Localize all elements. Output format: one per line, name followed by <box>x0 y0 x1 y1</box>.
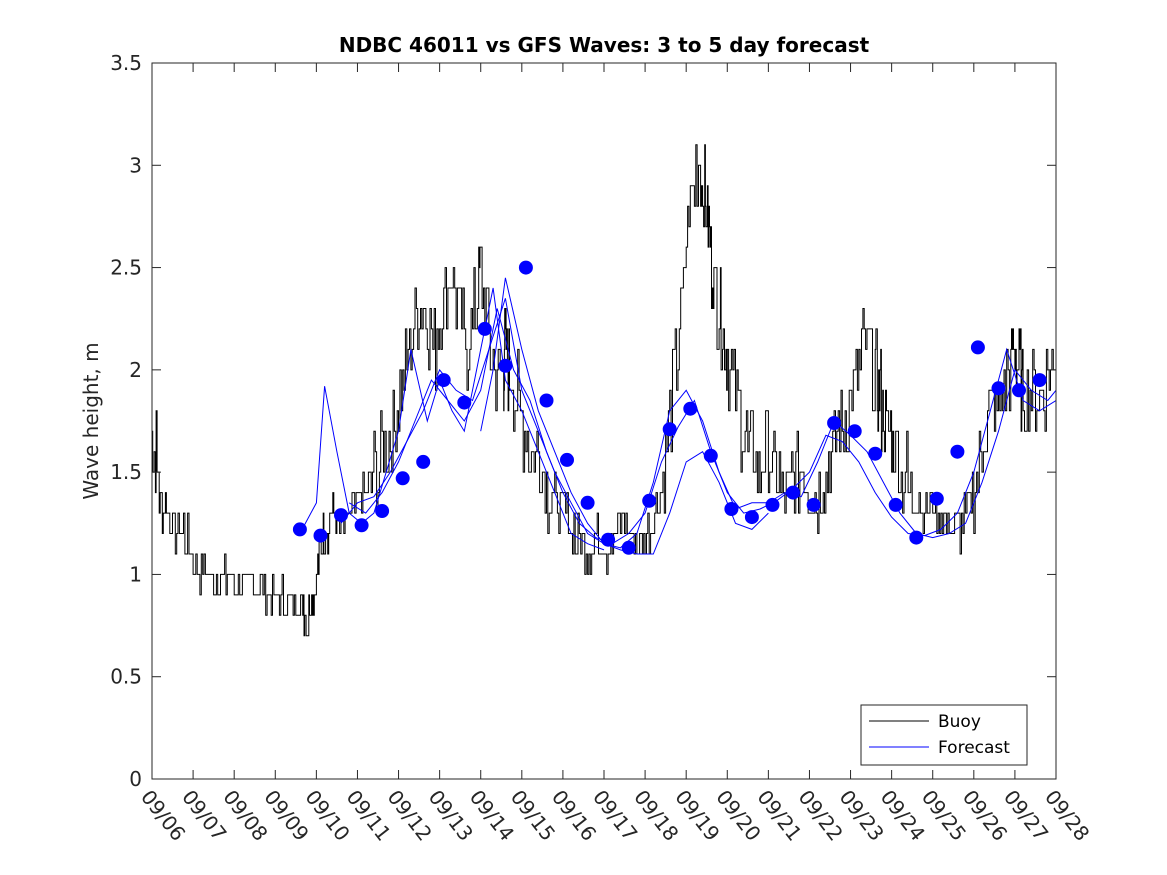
forecast-marker <box>786 485 800 500</box>
forecast-marker <box>868 446 883 461</box>
forecast-marker <box>313 528 328 543</box>
forecast-marker <box>457 395 472 410</box>
legend-box <box>860 704 1028 766</box>
forecast-marker <box>991 381 1006 396</box>
y-tick-label: 0.5 <box>110 665 142 689</box>
forecast-marker <box>334 508 348 523</box>
forecast-marker <box>498 358 513 373</box>
forecast-marker <box>1032 373 1047 388</box>
chart-title: NDBC 46011 vs GFS Waves: 3 to 5 day fore… <box>339 33 870 57</box>
y-axis-label: Wave height, m <box>79 342 103 499</box>
forecast-marker <box>539 393 554 408</box>
forecast-marker <box>395 471 410 486</box>
forecast-marker <box>601 532 616 547</box>
forecast-marker <box>375 504 390 518</box>
forecast-marker <box>1012 383 1026 398</box>
forecast-marker <box>950 444 965 459</box>
y-tick-label: 3.5 <box>110 51 142 75</box>
forecast-marker <box>970 340 985 355</box>
forecast-marker <box>847 424 862 439</box>
y-tick-label: 2.5 <box>110 256 142 280</box>
forecast-marker <box>683 401 698 416</box>
y-tick-label: 1 <box>129 562 142 586</box>
forecast-series-line-4 <box>480 277 769 555</box>
forecast-marker <box>765 497 780 512</box>
forecast-marker <box>806 497 821 512</box>
legend: Buoy Forecast <box>860 704 1028 766</box>
forecast-marker <box>744 510 759 525</box>
forecast-series-line-2 <box>340 298 1056 549</box>
forecast-marker <box>354 518 369 533</box>
y-tick-label: 2 <box>129 358 142 382</box>
forecast-marker <box>642 493 657 508</box>
legend-forecast-label: Forecast <box>938 738 1010 758</box>
forecast-marker <box>888 497 903 512</box>
plot-clip-group <box>152 144 1056 637</box>
forecast-marker <box>518 260 533 275</box>
forecast-marker <box>580 495 595 510</box>
forecast-marker <box>724 502 739 516</box>
forecast-marker <box>560 452 574 467</box>
forecast-marker <box>416 454 431 469</box>
forecast-marker <box>662 422 677 437</box>
forecast-marker <box>621 540 636 555</box>
series-layer <box>152 144 1056 637</box>
forecast-marker <box>909 530 924 545</box>
y-tick-label: 3 <box>129 153 142 177</box>
forecast-marker <box>703 448 718 463</box>
plot-area <box>152 63 1056 779</box>
legend-buoy-label: Buoy <box>938 712 981 732</box>
forecast-marker <box>292 522 307 537</box>
y-tick-label: 0 <box>129 767 142 791</box>
forecast-series-line-3 <box>348 308 1056 545</box>
forecast-marker <box>929 491 944 506</box>
forecast-marker <box>827 416 842 430</box>
forecast-marker <box>436 373 451 388</box>
buoy-series-line <box>152 144 1056 637</box>
y-tick-label: 1.5 <box>110 460 142 484</box>
forecast-marker <box>477 321 492 336</box>
